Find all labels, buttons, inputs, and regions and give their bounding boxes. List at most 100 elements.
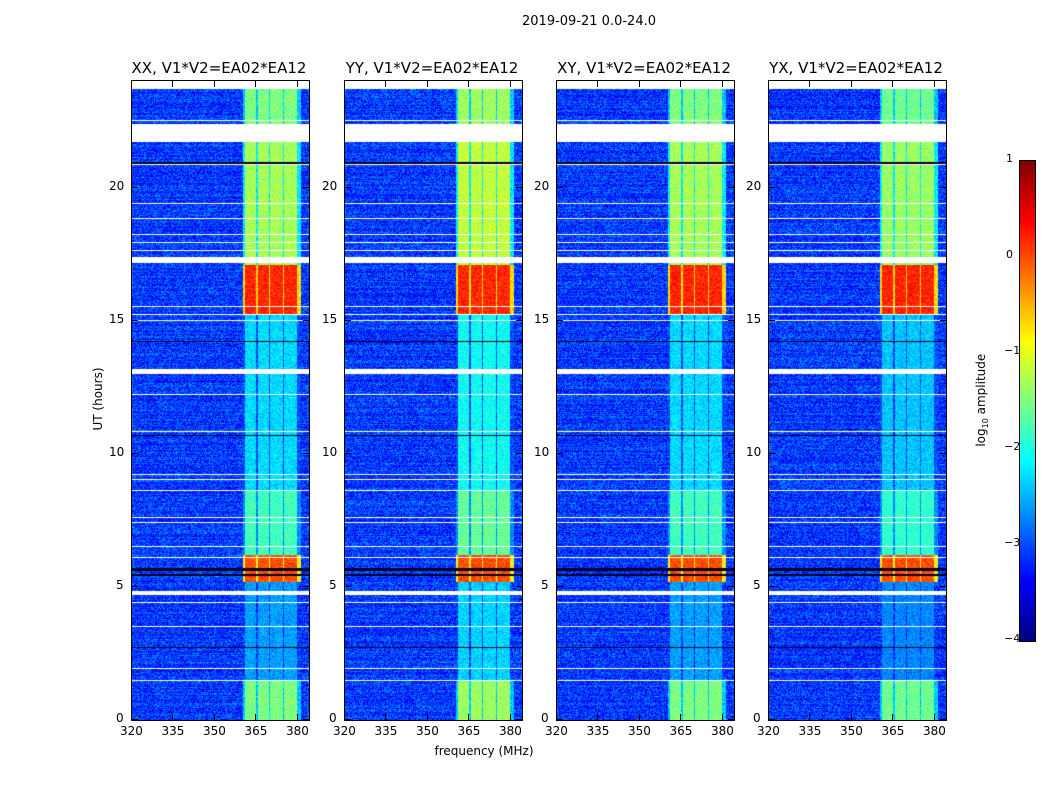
x-tick-mark <box>850 81 852 87</box>
y-tick-mark <box>769 186 775 188</box>
waterfall-image <box>132 81 309 720</box>
x-tick-label: 320 <box>120 724 143 738</box>
x-tick-mark <box>509 714 511 720</box>
x-tick-label: 365 <box>669 724 693 738</box>
y-tick-label: 15 <box>109 311 125 326</box>
y-axis-label: UT (hours) <box>91 367 105 431</box>
x-tick-label: 365 <box>244 724 268 738</box>
waterfall-panel <box>556 80 735 721</box>
colorbar-tick-label: −3 <box>1004 536 1021 549</box>
x-tick-mark <box>213 81 215 87</box>
y-tick-mark <box>728 719 734 720</box>
x-tick-label: 350 <box>415 724 439 738</box>
x-tick-label: 365 <box>457 724 481 738</box>
x-tick-mark <box>892 81 894 87</box>
x-tick-mark <box>721 714 723 720</box>
y-tick-mark <box>769 585 775 587</box>
y-tick-label: 15 <box>322 311 338 326</box>
x-axis-label: frequency (MHz) <box>434 744 534 758</box>
x-tick-mark <box>768 81 769 87</box>
y-tick-mark <box>940 186 946 188</box>
x-tick-mark <box>638 714 640 720</box>
y-tick-mark <box>728 452 734 454</box>
x-tick-mark <box>556 714 557 720</box>
x-tick-mark <box>131 81 132 87</box>
x-tick-mark <box>933 81 935 87</box>
y-tick-label: 20 <box>746 178 762 193</box>
y-tick-mark <box>940 719 946 720</box>
y-tick-mark <box>132 186 138 188</box>
y-tick-label: 5 <box>329 577 337 592</box>
x-tick-label: 350 <box>627 724 651 738</box>
x-tick-mark <box>809 714 811 720</box>
x-tick-mark <box>255 81 257 87</box>
y-tick-mark <box>303 719 309 720</box>
y-tick-mark <box>345 452 351 454</box>
waterfall-panel <box>768 80 947 721</box>
x-tick-label: 335 <box>374 724 398 738</box>
y-tick-mark <box>132 719 138 720</box>
x-tick-mark <box>680 81 682 87</box>
y-tick-mark <box>345 585 351 587</box>
y-tick-label: 0 <box>329 711 337 725</box>
x-tick-mark <box>597 714 599 720</box>
y-tick-label: 20 <box>322 178 338 193</box>
y-tick-label: 10 <box>746 444 762 459</box>
y-tick-label: 10 <box>534 444 550 459</box>
x-tick-mark <box>892 714 894 720</box>
panel-title: YY, V1*V2=EA02*EA12 <box>345 59 519 77</box>
panel-title: XX, V1*V2=EA02*EA12 <box>131 59 307 77</box>
y-tick-mark <box>940 452 946 454</box>
y-tick-mark <box>132 452 138 454</box>
x-tick-mark <box>638 81 640 87</box>
y-tick-label: 10 <box>109 444 125 459</box>
panel-title: XY, V1*V2=EA02*EA12 <box>557 59 731 77</box>
x-tick-mark <box>768 714 769 720</box>
y-tick-mark <box>516 452 522 454</box>
y-tick-mark <box>516 319 522 321</box>
y-tick-mark <box>728 186 734 188</box>
x-tick-label: 320 <box>757 724 780 738</box>
x-tick-mark <box>426 714 428 720</box>
x-tick-mark <box>255 714 257 720</box>
colorbar-tick-label: −2 <box>1004 440 1021 453</box>
colorbar-tick-label: −4 <box>1004 632 1021 645</box>
y-tick-mark <box>303 585 309 587</box>
x-tick-mark <box>426 81 428 87</box>
y-tick-mark <box>769 452 775 454</box>
y-tick-label: 20 <box>534 178 550 193</box>
x-tick-mark <box>385 714 387 720</box>
y-tick-label: 0 <box>116 711 124 725</box>
x-tick-label: 380 <box>922 724 946 738</box>
figure-title: 2019-09-21 0.0-24.0 <box>522 14 656 29</box>
x-tick-mark <box>680 714 682 720</box>
waterfall-panel <box>131 80 310 721</box>
x-tick-mark <box>213 714 215 720</box>
y-tick-label: 5 <box>541 577 549 592</box>
y-tick-mark <box>728 319 734 321</box>
y-tick-mark <box>516 585 522 587</box>
panel-title: YX, V1*V2=EA02*EA12 <box>769 59 943 77</box>
y-tick-mark <box>345 186 351 188</box>
x-tick-mark <box>468 714 470 720</box>
x-tick-mark <box>172 714 174 720</box>
colorbar-label: log10 amplitude <box>973 353 991 447</box>
x-tick-label: 320 <box>545 724 568 738</box>
x-tick-label: 380 <box>498 724 522 738</box>
x-tick-label: 335 <box>161 724 185 738</box>
x-tick-label: 380 <box>710 724 734 738</box>
x-tick-mark <box>809 81 811 87</box>
x-tick-mark <box>468 81 470 87</box>
y-tick-mark <box>769 719 775 720</box>
y-tick-mark <box>557 719 563 720</box>
y-tick-mark <box>345 719 351 720</box>
x-tick-label: 380 <box>285 724 309 738</box>
x-tick-label: 350 <box>839 724 863 738</box>
y-tick-label: 0 <box>541 711 549 725</box>
colorbar-tick-label: 0 <box>1006 248 1013 261</box>
x-tick-mark <box>344 81 345 87</box>
y-tick-label: 5 <box>753 577 761 592</box>
x-tick-mark <box>721 81 723 87</box>
y-tick-label: 0 <box>753 711 761 725</box>
